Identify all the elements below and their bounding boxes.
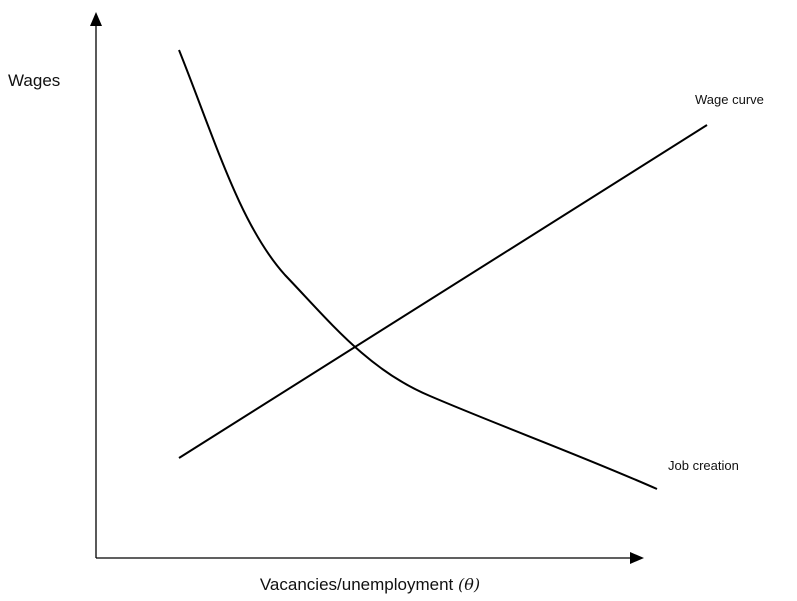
job-creation-curve: [178, 49, 658, 490]
wage-curve-label: Wage curve: [695, 92, 764, 107]
wage-curve: [178, 124, 708, 459]
y-axis-arrow: [90, 12, 102, 26]
x-axis-label-text: Vacancies/unemployment: [260, 575, 454, 594]
x-axis-arrow: [630, 552, 644, 564]
y-axis-label: Wages: [8, 71, 60, 90]
job-creation-label: Job creation: [668, 458, 739, 473]
x-axis-label: Vacancies/unemployment (θ): [260, 575, 480, 594]
x-axis-symbol: (θ): [458, 575, 480, 594]
